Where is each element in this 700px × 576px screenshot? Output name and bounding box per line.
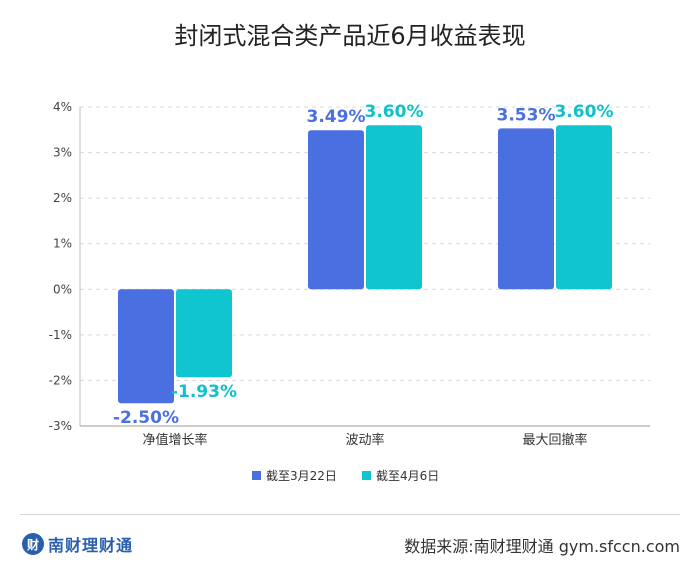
data-label: -1.93% — [171, 382, 237, 402]
legend-label: 截至3月22日 — [266, 469, 337, 483]
bar — [118, 289, 174, 404]
data-label: -2.50% — [113, 408, 179, 428]
bar-chart: 4% 3% 2% 1% 0% -1% -2% -3% 净值增长率 -2.50% -1.93% 波动率 3… — [49, 100, 650, 483]
legend-swatch — [252, 471, 261, 480]
data-label: 3.60% — [555, 102, 614, 122]
brand-logo: 财 南财理财通 — [22, 532, 133, 556]
logo-icon: 财 — [22, 533, 44, 555]
bar — [556, 125, 612, 290]
bar — [308, 130, 364, 290]
bar — [176, 289, 232, 378]
data-source: 数据来源:南财理财通 gym.sfccn.com — [404, 537, 680, 556]
y-tick-label: 4% — [53, 100, 72, 114]
y-tick-label: -2% — [49, 373, 72, 387]
chart-title: 封闭式混合类产品近6月收益表现 — [174, 22, 526, 50]
legend-label: 截至4月6日 — [376, 469, 439, 483]
y-tick-label: -3% — [49, 419, 72, 433]
data-label: 3.53% — [497, 105, 556, 125]
y-tick-label: -1% — [49, 328, 72, 342]
bar — [498, 128, 554, 290]
logo-text: 南财理财通 — [48, 536, 134, 555]
data-label: 3.60% — [365, 102, 424, 122]
x-tick-label: 波动率 — [345, 432, 384, 448]
y-tick-label: 2% — [53, 191, 72, 205]
legend-swatch — [362, 471, 371, 480]
y-tick-label: 1% — [53, 237, 72, 251]
bar — [366, 125, 422, 290]
x-tick-label: 净值增长率 — [142, 432, 207, 448]
y-tick-label: 0% — [53, 282, 72, 296]
footer-divider — [20, 514, 680, 515]
x-tick-label: 最大回撤率 — [522, 432, 587, 448]
data-label: 3.49% — [307, 107, 366, 127]
y-tick-label: 3% — [53, 146, 72, 160]
